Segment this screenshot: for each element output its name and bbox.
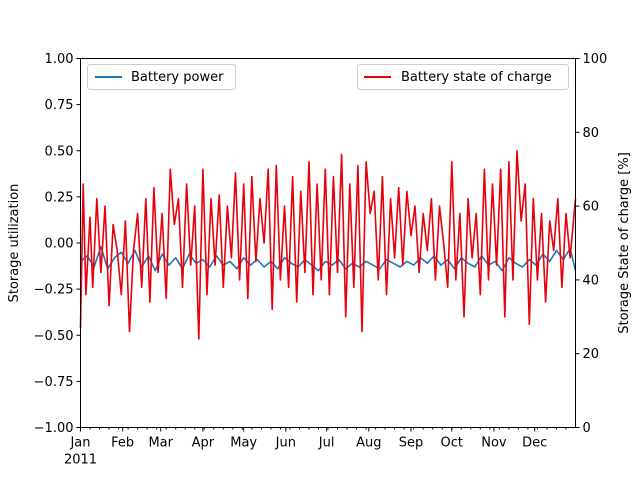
right-axis: 0 20 40 60 80 100 (575, 52, 608, 436)
x-tick-label: Jul (318, 436, 335, 451)
legend-right-label: Battery state of charge (401, 70, 552, 85)
left-tick-label: 1.00 (45, 52, 74, 67)
left-tick-label: −0.25 (34, 283, 74, 298)
x-tick-label: Apr (192, 436, 215, 451)
right-tick-label: 20 (583, 347, 600, 362)
legend-left-box (87, 64, 236, 90)
x-tick-label: Nov (481, 436, 507, 451)
right-tick-label: 40 (583, 273, 600, 288)
left-tick-label: 0.00 (45, 237, 74, 252)
data-lines (79, 150, 577, 340)
legend-left-label: Battery power (131, 70, 224, 85)
right-tick-label: 80 (583, 126, 600, 141)
x-tick-label: Oct (441, 436, 463, 451)
right-tick-label: 0 (583, 421, 591, 436)
left-tick-label: −0.75 (34, 375, 74, 390)
x-tick-label: Sep (399, 436, 424, 451)
left-tick-label: −1.00 (34, 421, 74, 436)
x-tick-label: May (230, 436, 257, 451)
x-tick-label: Jan (69, 436, 90, 451)
left-axis-label: Storage utilization (7, 184, 22, 303)
legend-right: Battery state of charge (357, 64, 569, 90)
right-tick-label: 100 (583, 52, 608, 67)
left-tick-label: 0.50 (45, 144, 74, 159)
x-tick-label: Jun (275, 436, 296, 451)
x-year-label: 2011 (64, 453, 97, 468)
x-tick-label: Feb (111, 436, 134, 451)
right-axis-label: Storage State of charge [%] (617, 152, 632, 334)
left-axis: −1.00 −0.75 −0.50 −0.25 0.00 0.25 0.50 0.75 1.00 (34, 52, 81, 436)
legend-right-box (357, 64, 569, 90)
series-line-battery-state-of-charge (79, 150, 577, 340)
legend-left: Battery power (87, 64, 236, 90)
x-tick-label: Mar (148, 436, 173, 451)
right-tick-label: 60 (583, 200, 600, 215)
left-tick-label: 0.75 (45, 98, 74, 113)
left-tick-label: 0.25 (45, 190, 74, 205)
x-tick-label: Aug (356, 436, 381, 451)
x-tick-label: Dec (522, 436, 547, 451)
left-tick-label: −0.50 (34, 329, 74, 344)
x-axis: Jan Feb Mar Apr May Jun Jul Aug Sep Oct Nov Dec 2011 (64, 427, 567, 468)
